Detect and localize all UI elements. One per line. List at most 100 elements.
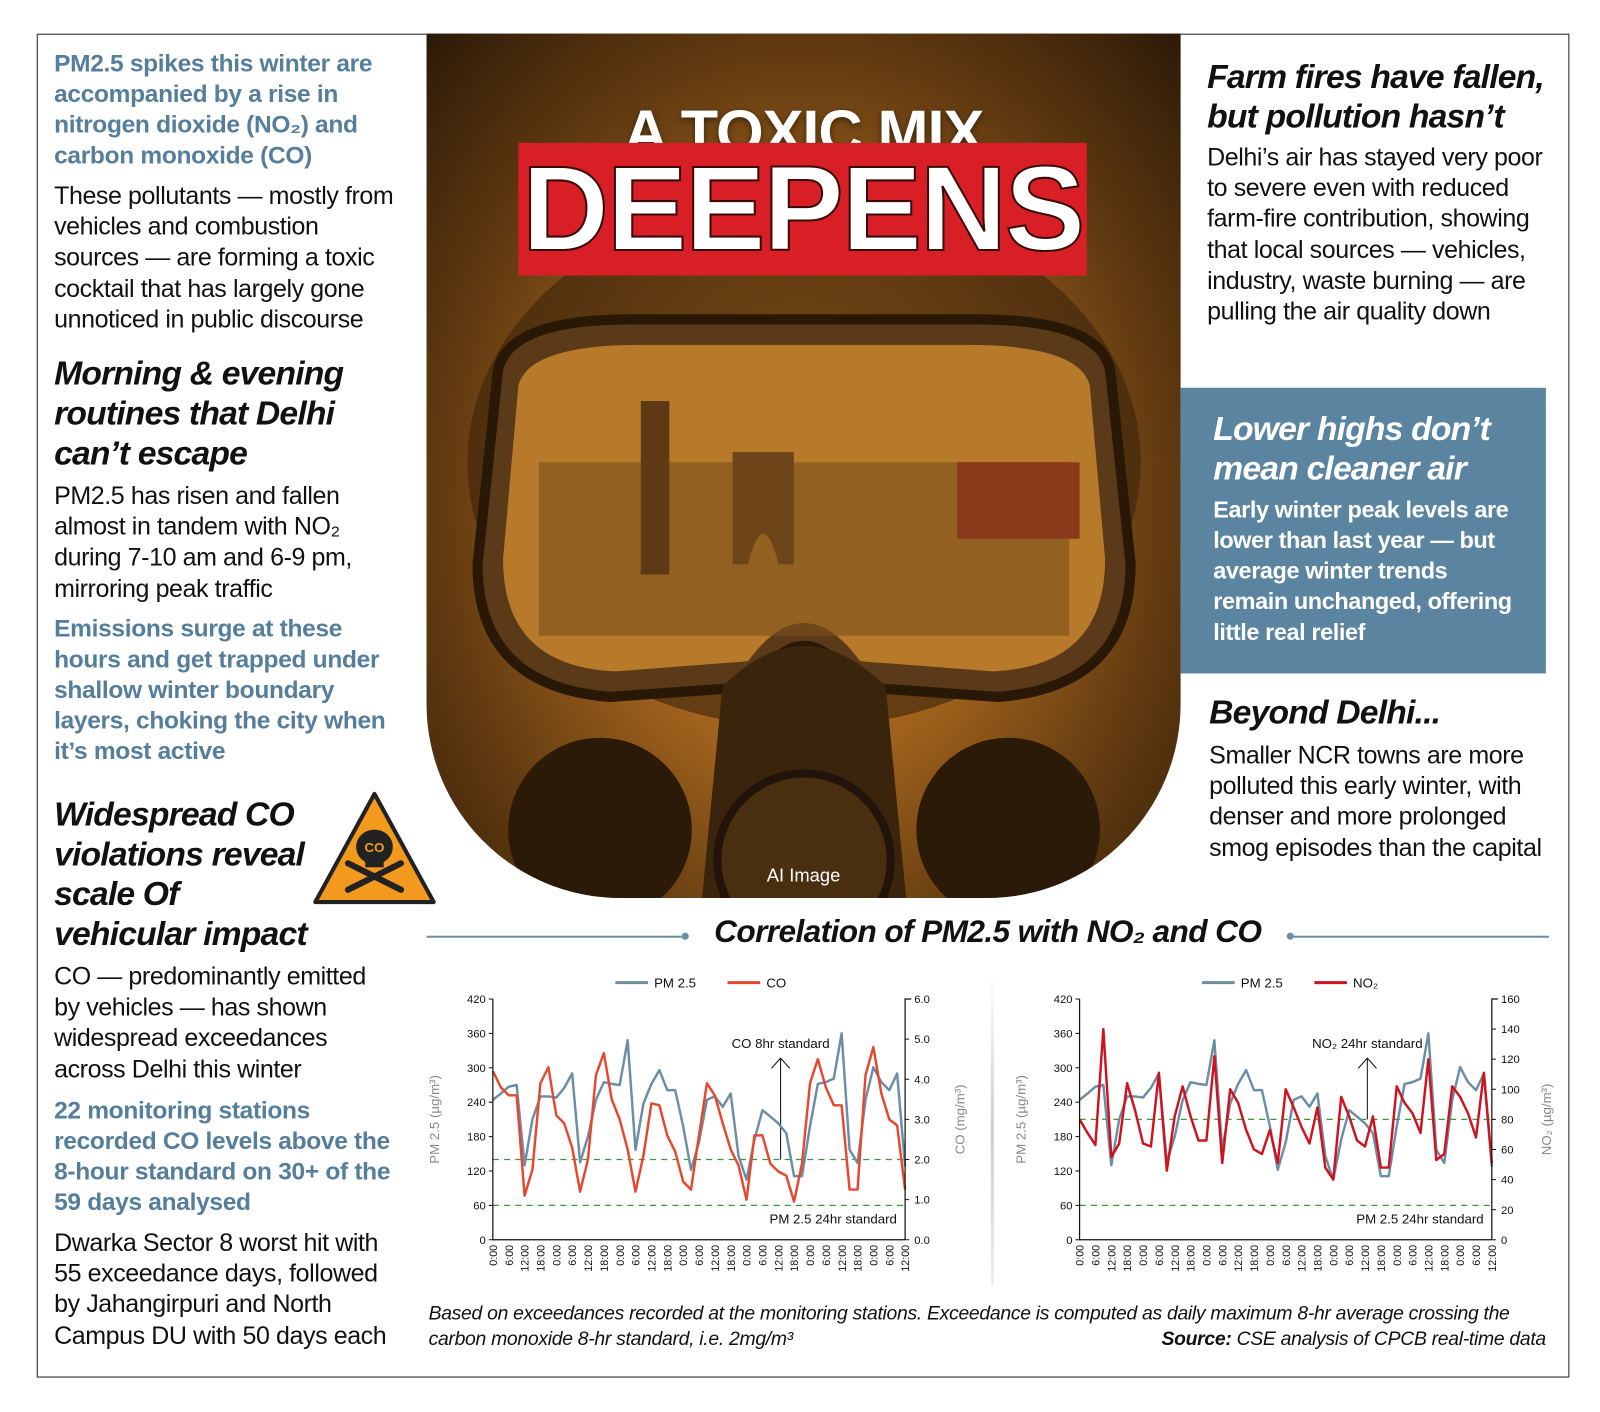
y-tick-label: 420 [467, 994, 486, 1006]
hero-image: A TOXIC MIX DEEPENS AI Image [426, 33, 1181, 898]
x-tick-label: 18:00 [1312, 1245, 1324, 1272]
y-tick-label: 240 [1054, 1097, 1073, 1109]
x-tick-label: 0:00 [1328, 1245, 1340, 1266]
x-tick-label: 6:00 [504, 1245, 516, 1266]
x-tick-label: 6:00 [1408, 1245, 1420, 1266]
x-tick-label: 6:00 [1154, 1245, 1166, 1266]
source-text: CSE analysis of CPCB real-time data [1231, 1328, 1547, 1350]
x-tick-label: 12:00 [520, 1245, 532, 1272]
x-tick-label: 0:00 [1265, 1245, 1277, 1266]
x-tick-label: 6:00 [757, 1245, 769, 1266]
x-tick-label: 6:00 [821, 1245, 833, 1266]
header-rule-left [426, 935, 682, 938]
box-heading: Lower highs don’t mean cleaner air [1213, 409, 1490, 487]
x-tick-label: 12:00 [837, 1245, 849, 1272]
box-body: Early winter peak levels are lower than … [1213, 495, 1512, 645]
series-line-1 [491, 1045, 907, 1203]
x-tick-label: 12:00 [1297, 1245, 1309, 1272]
y2-tick-label: 0 [1501, 1235, 1507, 1247]
y-tick-label: 180 [467, 1132, 486, 1144]
intro-highlight: PM2.5 spikes this winter are accompanied… [54, 49, 373, 170]
highlight-box: Lower highs don’t mean cleaner air Early… [1180, 387, 1546, 674]
x-tick-label: 12:00 [710, 1245, 722, 1272]
reference-label: PM 2.5 24hr standard [1356, 1212, 1483, 1227]
x-tick-label: 12:00 [900, 1245, 912, 1272]
x-tick-label: 6:00 [694, 1245, 706, 1266]
headline-red-box: DEEPENS [518, 141, 1087, 277]
y-tick-label: 420 [1054, 994, 1073, 1006]
x-tick-label: 0:00 [678, 1245, 690, 1266]
source-line: Source: CSE analysis of CPCB real-time d… [1161, 1327, 1547, 1353]
series-line-0 [1078, 1032, 1494, 1181]
x-tick-label: 0:00 [1392, 1245, 1404, 1266]
y-tick-label: 120 [1054, 1166, 1073, 1178]
y2-tick-label: 4.0 [914, 1074, 930, 1086]
x-tick-label: 6:00 [1281, 1245, 1293, 1266]
x-tick-label: 18:00 [1249, 1245, 1261, 1272]
x-tick-label: 12:00 [1233, 1245, 1245, 1272]
headline-line-2: DEEPENS [521, 141, 1086, 277]
y-axis-label: PM 2.5 (µg/m³) [427, 1075, 442, 1164]
beyond-heading: Beyond Delhi... [1209, 692, 1441, 731]
x-tick-label: 0:00 [805, 1245, 817, 1266]
farm-heading: Farm fires have fallen, but pollution ha… [1207, 57, 1545, 135]
y-tick-label: 300 [1054, 1063, 1073, 1075]
x-tick-label: 0:00 [1202, 1245, 1214, 1266]
reference-label: CO 8hr standard [732, 1036, 830, 1051]
x-tick-label: 0:00 [488, 1245, 500, 1266]
chart-section-title: Correlation of PM2.5 with NO₂ and CO [714, 913, 1262, 949]
y-tick-label: 60 [473, 1200, 485, 1212]
y2-tick-label: 60 [1501, 1145, 1513, 1157]
x-tick-label: 18:00 [1122, 1245, 1134, 1272]
warning-label: CO [365, 840, 385, 855]
y2-tick-label: 5.0 [914, 1034, 930, 1046]
reference-label: PM 2.5 24hr standard [770, 1212, 897, 1227]
source-label: Source: [1161, 1328, 1232, 1350]
x-tick-label: 12:00 [1360, 1245, 1372, 1272]
x-tick-label: 6:00 [1344, 1245, 1356, 1266]
x-tick-label: 6:00 [1471, 1245, 1483, 1266]
reference-arrowhead [771, 1057, 791, 1069]
gas-mask-illustration [467, 196, 1141, 898]
chart-divider [990, 974, 994, 1286]
y-tick-label: 0 [1066, 1235, 1072, 1247]
x-tick-label: 18:00 [853, 1245, 865, 1272]
x-tick-label: 12:00 [1423, 1245, 1435, 1272]
x-tick-label: 0:00 [615, 1245, 627, 1266]
x-tick-label: 0:00 [551, 1245, 563, 1266]
y2-axis-label: NO₂ (µg/m³) [1539, 1084, 1554, 1156]
x-tick-label: 18:00 [536, 1245, 548, 1272]
y-tick-label: 360 [467, 1028, 486, 1040]
y-tick-label: 240 [467, 1097, 486, 1109]
x-tick-label: 12:00 [583, 1245, 595, 1272]
y2-tick-label: 140 [1501, 1024, 1520, 1036]
x-tick-label: 6:00 [1217, 1245, 1229, 1266]
x-tick-label: 18:00 [789, 1245, 801, 1272]
header-rule-right [1293, 935, 1549, 938]
warning-co-skull-icon: CO [313, 791, 436, 905]
y2-tick-label: 80 [1501, 1114, 1513, 1126]
chart-pm25-co: CO 8hr standard PM 2.5 24hr standard PM 2.… [427, 976, 968, 1272]
header-dot-right [1286, 932, 1294, 940]
routine-highlight: Emissions surge at these hours and get t… [54, 615, 386, 766]
farm-body: Delhi’s air has stayed very poor to seve… [1207, 143, 1543, 326]
reference-arrowhead [1357, 1057, 1377, 1069]
x-tick-label: 0:00 [1138, 1245, 1150, 1266]
co-highlight: 22 monitoring stations recorded CO level… [54, 1096, 391, 1217]
legend-label: PM 2.5 [654, 976, 696, 991]
reference-label: NO₂ 24hr standard [1312, 1036, 1422, 1051]
x-tick-label: 0:00 [1075, 1245, 1087, 1266]
footnote: Based on exceedances recorded at the mon… [429, 1301, 1547, 1353]
y2-tick-label: 3.0 [914, 1114, 930, 1126]
chart-pm25-no2: NO₂ 24hr standard PM 2.5 24hr standard PM … [1014, 976, 1555, 1272]
x-tick-label: 6:00 [884, 1245, 896, 1266]
x-tick-label: 12:00 [1170, 1245, 1182, 1272]
x-tick-label: 18:00 [1186, 1245, 1198, 1272]
y2-tick-label: 40 [1501, 1175, 1513, 1187]
x-tick-label: 0:00 [742, 1245, 754, 1266]
y-axis-label: PM 2.5 (µg/m³) [1014, 1075, 1029, 1164]
y2-tick-label: 20 [1501, 1205, 1513, 1217]
y2-tick-label: 6.0 [914, 994, 930, 1006]
y2-axis-label: CO (mg/m³) [952, 1084, 967, 1154]
y-tick-label: 60 [1060, 1200, 1072, 1212]
